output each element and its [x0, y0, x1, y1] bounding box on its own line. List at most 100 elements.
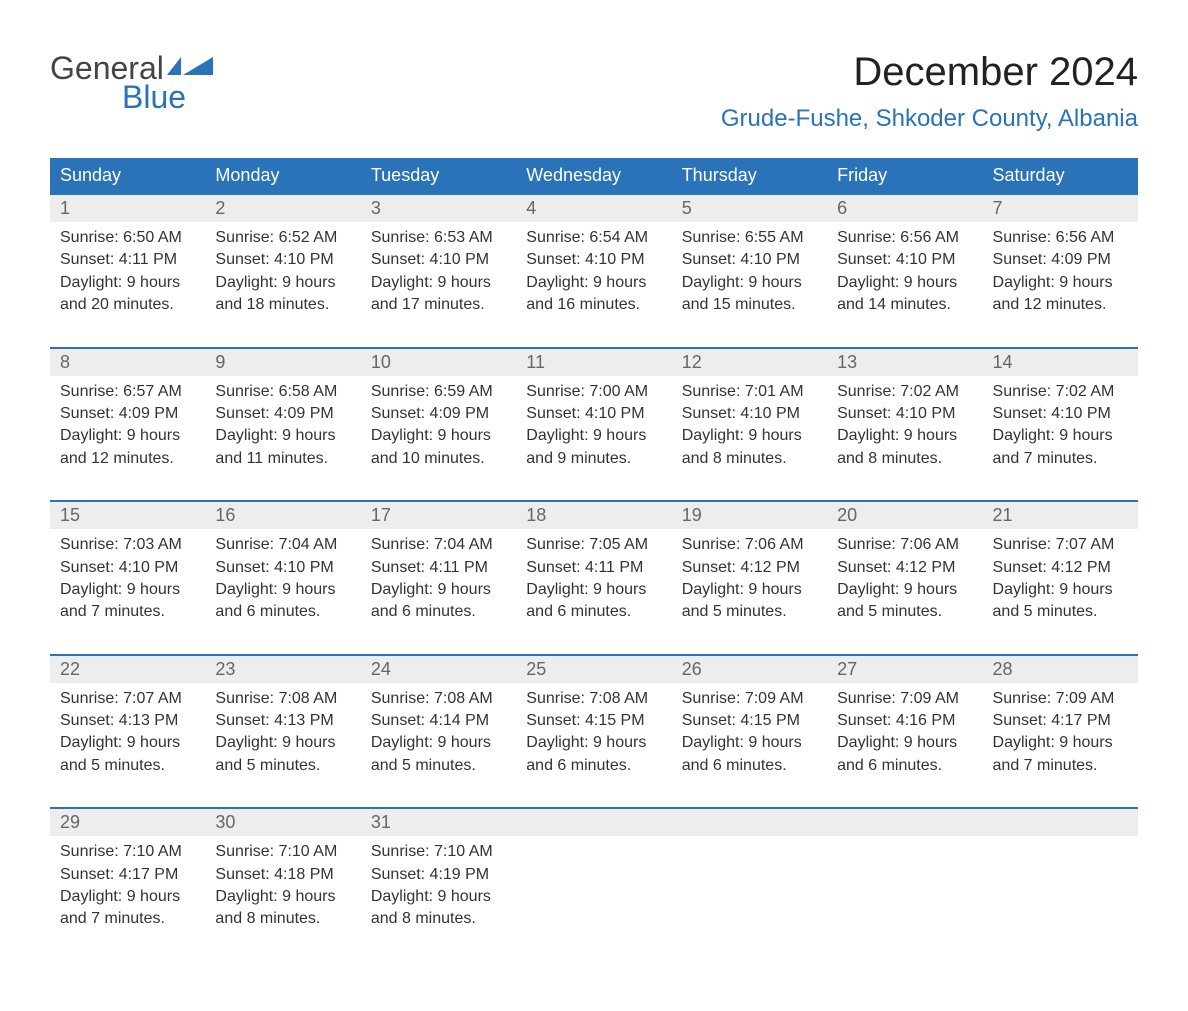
day-cell: Sunrise: 6:56 AMSunset: 4:09 PMDaylight:… — [983, 222, 1138, 348]
day-data-row: Sunrise: 7:10 AMSunset: 4:17 PMDaylight:… — [50, 836, 1138, 961]
sunset-line: Sunset: 4:13 PM — [60, 710, 195, 732]
day-header: Sunday — [50, 158, 205, 194]
day-header: Saturday — [983, 158, 1138, 194]
day-cell: Sunrise: 6:59 AMSunset: 4:09 PMDaylight:… — [361, 376, 516, 502]
sunset-line: Sunset: 4:19 PM — [371, 864, 506, 886]
day-number: 29 — [50, 809, 205, 836]
daylight-line: Daylight: 9 hours and 5 minutes. — [60, 732, 195, 777]
sunrise-line: Sunrise: 7:02 AM — [993, 381, 1128, 403]
day-cell: Sunrise: 7:06 AMSunset: 4:12 PMDaylight:… — [827, 529, 982, 655]
sunrise-line: Sunrise: 7:04 AM — [215, 534, 350, 556]
daylight-line: Daylight: 9 hours and 5 minutes. — [215, 732, 350, 777]
daylight-line: Daylight: 9 hours and 17 minutes. — [371, 272, 506, 317]
daylight-line: Daylight: 9 hours and 5 minutes. — [682, 579, 817, 624]
day-number: 22 — [50, 656, 205, 683]
day-cell: Sunrise: 7:07 AMSunset: 4:13 PMDaylight:… — [50, 683, 205, 809]
day-number-row: 1234567 — [50, 195, 1138, 222]
day-cell: Sunrise: 6:54 AMSunset: 4:10 PMDaylight:… — [516, 222, 671, 348]
sunset-line: Sunset: 4:13 PM — [215, 710, 350, 732]
day-header: Tuesday — [361, 158, 516, 194]
day-cell: Sunrise: 7:10 AMSunset: 4:18 PMDaylight:… — [205, 836, 360, 961]
daylight-line: Daylight: 9 hours and 8 minutes. — [371, 886, 506, 931]
day-cell: Sunrise: 7:06 AMSunset: 4:12 PMDaylight:… — [672, 529, 827, 655]
day-cell: Sunrise: 7:04 AMSunset: 4:10 PMDaylight:… — [205, 529, 360, 655]
sunrise-line: Sunrise: 7:09 AM — [682, 688, 817, 710]
day-number: 9 — [205, 349, 360, 376]
calendar-table: SundayMondayTuesdayWednesdayThursdayFrid… — [50, 158, 1138, 961]
day-number: 12 — [672, 349, 827, 376]
day-header-row: SundayMondayTuesdayWednesdayThursdayFrid… — [50, 158, 1138, 194]
daylight-line: Daylight: 9 hours and 16 minutes. — [526, 272, 661, 317]
day-cell — [983, 836, 1138, 961]
sunrise-line: Sunrise: 6:56 AM — [837, 227, 972, 249]
location: Grude-Fushe, Shkoder County, Albania — [721, 105, 1138, 133]
sunrise-line: Sunrise: 7:07 AM — [993, 534, 1128, 556]
day-cell: Sunrise: 7:08 AMSunset: 4:13 PMDaylight:… — [205, 683, 360, 809]
day-cell: Sunrise: 7:07 AMSunset: 4:12 PMDaylight:… — [983, 529, 1138, 655]
daylight-line: Daylight: 9 hours and 6 minutes. — [526, 579, 661, 624]
day-number: 27 — [827, 656, 982, 683]
sunset-line: Sunset: 4:12 PM — [993, 557, 1128, 579]
month-title: December 2024 — [721, 50, 1138, 95]
sunrise-line: Sunrise: 7:02 AM — [837, 381, 972, 403]
daylight-line: Daylight: 9 hours and 7 minutes. — [60, 886, 195, 931]
day-cell: Sunrise: 7:01 AMSunset: 4:10 PMDaylight:… — [672, 376, 827, 502]
day-cell: Sunrise: 7:02 AMSunset: 4:10 PMDaylight:… — [983, 376, 1138, 502]
day-number: 16 — [205, 502, 360, 529]
daylight-line: Daylight: 9 hours and 6 minutes. — [215, 579, 350, 624]
sunrise-line: Sunrise: 7:06 AM — [837, 534, 972, 556]
sunset-line: Sunset: 4:10 PM — [215, 249, 350, 271]
day-number-row: 22232425262728 — [50, 656, 1138, 683]
day-cell: Sunrise: 6:58 AMSunset: 4:09 PMDaylight:… — [205, 376, 360, 502]
sunset-line: Sunset: 4:17 PM — [993, 710, 1128, 732]
sunrise-line: Sunrise: 7:09 AM — [993, 688, 1128, 710]
daylight-line: Daylight: 9 hours and 6 minutes. — [682, 732, 817, 777]
day-cell: Sunrise: 7:02 AMSunset: 4:10 PMDaylight:… — [827, 376, 982, 502]
day-number — [827, 809, 982, 836]
daylight-line: Daylight: 9 hours and 12 minutes. — [60, 425, 195, 470]
day-data-row: Sunrise: 7:03 AMSunset: 4:10 PMDaylight:… — [50, 529, 1138, 655]
logo: General Blue — [50, 50, 213, 116]
sunset-line: Sunset: 4:10 PM — [837, 403, 972, 425]
day-number: 15 — [50, 502, 205, 529]
day-number: 21 — [983, 502, 1138, 529]
sunrise-line: Sunrise: 6:54 AM — [526, 227, 661, 249]
daylight-line: Daylight: 9 hours and 5 minutes. — [837, 579, 972, 624]
day-cell: Sunrise: 7:03 AMSunset: 4:10 PMDaylight:… — [50, 529, 205, 655]
day-number: 24 — [361, 656, 516, 683]
day-number: 14 — [983, 349, 1138, 376]
day-cell — [672, 836, 827, 961]
sunset-line: Sunset: 4:11 PM — [526, 557, 661, 579]
sunrise-line: Sunrise: 6:55 AM — [682, 227, 817, 249]
sunset-line: Sunset: 4:10 PM — [526, 403, 661, 425]
day-number: 11 — [516, 349, 671, 376]
day-cell — [516, 836, 671, 961]
day-cell: Sunrise: 7:05 AMSunset: 4:11 PMDaylight:… — [516, 529, 671, 655]
sunrise-line: Sunrise: 7:05 AM — [526, 534, 661, 556]
day-number — [516, 809, 671, 836]
sunset-line: Sunset: 4:16 PM — [837, 710, 972, 732]
day-cell — [827, 836, 982, 961]
day-cell: Sunrise: 6:57 AMSunset: 4:09 PMDaylight:… — [50, 376, 205, 502]
sunrise-line: Sunrise: 6:57 AM — [60, 381, 195, 403]
sunrise-line: Sunrise: 7:08 AM — [215, 688, 350, 710]
sunrise-line: Sunrise: 7:01 AM — [682, 381, 817, 403]
day-cell: Sunrise: 6:52 AMSunset: 4:10 PMDaylight:… — [205, 222, 360, 348]
sunset-line: Sunset: 4:15 PM — [526, 710, 661, 732]
daylight-line: Daylight: 9 hours and 7 minutes. — [60, 579, 195, 624]
sunrise-line: Sunrise: 7:08 AM — [526, 688, 661, 710]
day-header: Friday — [827, 158, 982, 194]
day-header: Thursday — [672, 158, 827, 194]
sunset-line: Sunset: 4:10 PM — [837, 249, 972, 271]
day-number: 8 — [50, 349, 205, 376]
day-number: 6 — [827, 195, 982, 222]
day-number: 10 — [361, 349, 516, 376]
sunset-line: Sunset: 4:10 PM — [371, 249, 506, 271]
daylight-line: Daylight: 9 hours and 6 minutes. — [526, 732, 661, 777]
daylight-line: Daylight: 9 hours and 7 minutes. — [993, 732, 1128, 777]
sunset-line: Sunset: 4:09 PM — [993, 249, 1128, 271]
day-number-row: 15161718192021 — [50, 502, 1138, 529]
sunset-line: Sunset: 4:10 PM — [60, 557, 195, 579]
daylight-line: Daylight: 9 hours and 6 minutes. — [371, 579, 506, 624]
day-number: 17 — [361, 502, 516, 529]
